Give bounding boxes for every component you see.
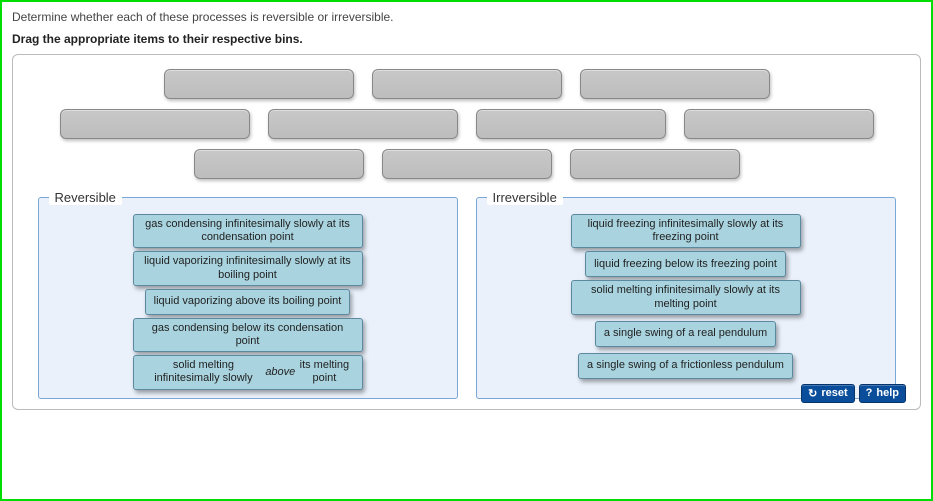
bin-reversible[interactable]: Reversible gas condensing infinitesimall… — [38, 197, 458, 399]
work-panel: Reversible gas condensing infinitesimall… — [12, 54, 921, 410]
question-text: Determine whether each of these processe… — [12, 10, 921, 24]
tray-slot[interactable] — [268, 109, 458, 139]
tray-slot[interactable] — [476, 109, 666, 139]
help-button[interactable]: ? help — [859, 384, 906, 403]
tray-slot[interactable] — [194, 149, 364, 179]
tray-slot[interactable] — [60, 109, 250, 139]
bin-irreversible-stack: liquid freezing infinitesimally slowly a… — [485, 214, 887, 315]
draggable-tile[interactable]: liquid freezing infinitesimally slowly a… — [571, 214, 801, 248]
draggable-tile[interactable]: solid melting infinitesimally slowly abo… — [133, 355, 363, 389]
bin-irreversible[interactable]: Irreversible liquid freezing infinitesim… — [476, 197, 896, 399]
tray-row — [194, 149, 740, 179]
tray-row — [164, 69, 770, 99]
bin-irreversible-row: a single swing of a real pendulum a singl… — [485, 321, 887, 379]
question-frame: Determine whether each of these processe… — [0, 0, 933, 501]
footer-buttons: ↻ reset ? help — [801, 384, 906, 403]
help-icon: ? — [866, 387, 873, 399]
tray-slot[interactable] — [164, 69, 354, 99]
help-label: help — [876, 387, 899, 399]
draggable-tile[interactable]: solid melting infinitesimally slowly at … — [571, 280, 801, 314]
bin-irreversible-label: Irreversible — [487, 190, 563, 205]
tray-slot[interactable] — [570, 149, 740, 179]
tray-row — [60, 109, 874, 139]
bins-row: Reversible gas condensing infinitesimall… — [31, 197, 902, 399]
draggable-tile[interactable]: a single swing of a frictionless pendulu… — [578, 353, 793, 379]
tray-slot[interactable] — [382, 149, 552, 179]
draggable-tile[interactable]: gas condensing below its condensation po… — [133, 318, 363, 352]
bin-reversible-label: Reversible — [49, 190, 122, 205]
reset-label: reset — [821, 387, 847, 399]
item-tray — [31, 69, 902, 179]
tray-slot[interactable] — [684, 109, 874, 139]
draggable-tile[interactable]: liquid vaporizing infinitesimally slowly… — [133, 251, 363, 285]
draggable-tile[interactable]: gas condensing infinitesimally slowly at… — [133, 214, 363, 248]
tray-slot[interactable] — [580, 69, 770, 99]
reset-button[interactable]: ↻ reset — [801, 384, 855, 403]
draggable-tile[interactable]: liquid freezing below its freezing point — [585, 251, 786, 277]
bin-reversible-items: gas condensing infinitesimally slowly at… — [47, 214, 449, 390]
reset-icon: ↻ — [808, 387, 817, 400]
instruction-text: Drag the appropriate items to their resp… — [12, 32, 921, 46]
draggable-tile[interactable]: a single swing of a real pendulum — [595, 321, 776, 347]
tray-slot[interactable] — [372, 69, 562, 99]
draggable-tile[interactable]: liquid vaporizing above its boiling poin… — [145, 289, 351, 315]
